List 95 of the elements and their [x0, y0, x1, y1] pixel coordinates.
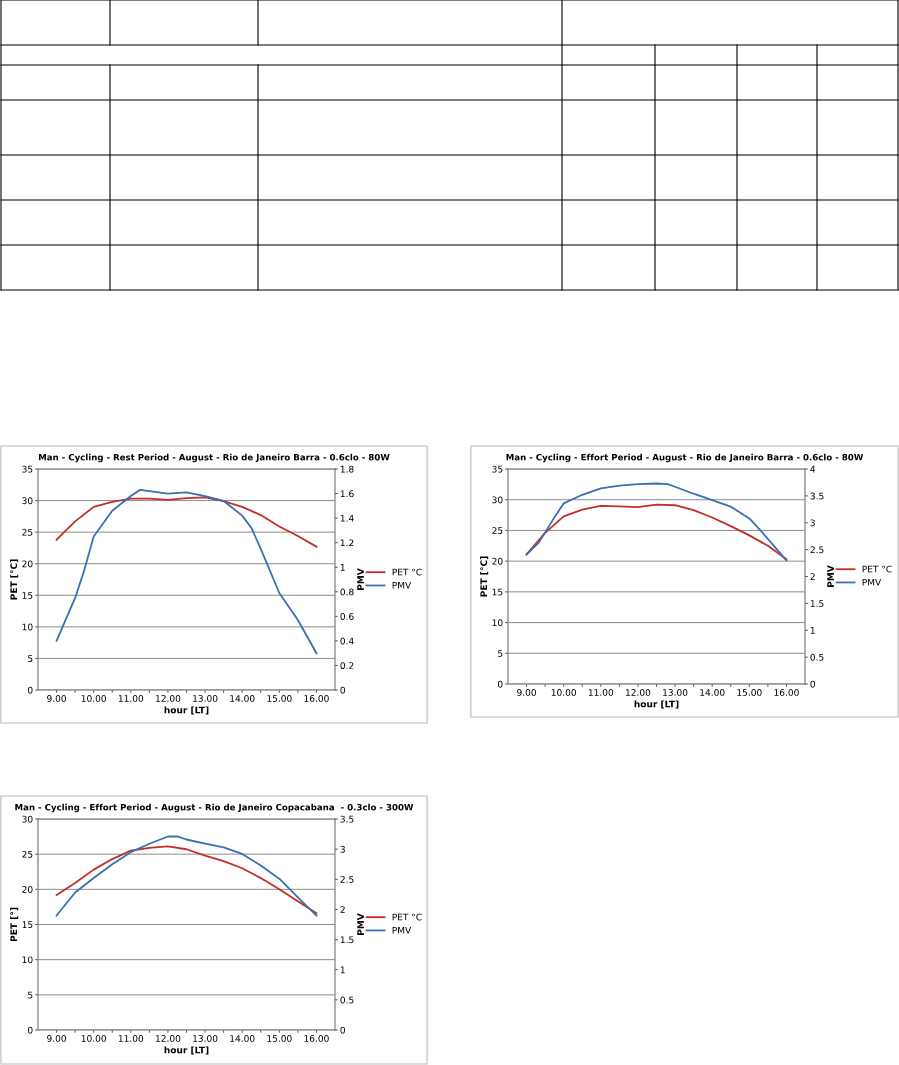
x-tick-label: 11.00 [588, 689, 614, 696]
y-tick-label: 30 [22, 497, 33, 505]
chart-title: Man - Cycling - Effort Period - August - Rio de Janeiro Copacabana - 0.3clo - 300W [15, 803, 414, 813]
y2-tick-label: 1.5 [340, 936, 354, 944]
y2-axis-title: PMV [357, 913, 364, 935]
x-tick-label: 14.00 [230, 695, 255, 702]
y2-tick-label: 1.5 [810, 600, 824, 607]
chart-title: Man - Cycling - Effort Period - August - Rio de Janeiro Barra - 0.6clo - 80W [506, 453, 864, 463]
y2-tick-label: 2 [810, 573, 815, 580]
y-tick-label: 0 [497, 680, 503, 688]
legend-label: PMV [392, 927, 412, 934]
y2-tick-label: 0.8 [340, 588, 354, 596]
y-tick-label: 0 [27, 1026, 33, 1034]
y-tick-label: 35 [492, 465, 503, 473]
y2-tick-label: 0.6 [340, 613, 354, 620]
x-tick-label: 10.00 [81, 1035, 107, 1042]
y-tick-label: 15 [492, 588, 503, 596]
y-tick-label: 15 [22, 592, 33, 599]
x-tick-label: 10.00 [551, 689, 577, 696]
chart-title: Man - Cycling - Rest Period - August - Rio de Janeiro Barra - 0.6clo - 80W [38, 453, 390, 463]
x-tick-label: 16.00 [774, 689, 799, 696]
x-tick-label: 14.00 [700, 689, 725, 696]
y-tick-label: 25 [22, 528, 33, 536]
y-tick-label: 5 [28, 655, 33, 662]
x-tick-label: 11.00 [118, 1035, 144, 1042]
y2-tick-label: 1 [340, 564, 345, 571]
y2-tick-label: 0.4 [340, 637, 354, 645]
y2-tick-label: 0.2 [340, 662, 354, 669]
x-tick-label: 13.00 [193, 1035, 218, 1042]
y2-tick-label: 1 [340, 966, 345, 974]
y2-tick-label: 3.5 [810, 492, 824, 500]
x-axis-title: hour [LT] [164, 1046, 209, 1055]
y2-tick-label: 3.5 [340, 815, 354, 823]
y2-tick-label: 0 [810, 680, 816, 688]
legend-label: PET °C [392, 913, 422, 921]
legend-label: PMV [862, 579, 882, 586]
y-tick-label: 0 [27, 686, 33, 694]
line-series [55, 488, 318, 655]
y-tick-label: 10 [22, 956, 33, 964]
y2-tick-label: 4 [810, 465, 816, 473]
y2-tick-label: 1 [810, 627, 815, 634]
line-series [55, 496, 318, 548]
y2-tick-label: 2.5 [810, 546, 824, 554]
y2-tick-label: 2.5 [340, 876, 354, 883]
y2-tick-label: 0.5 [340, 996, 354, 1004]
y-tick-label: 30 [492, 496, 503, 504]
y-tick-label: 5 [28, 991, 33, 999]
y-tick-label: 20 [22, 886, 33, 893]
y-tick-label: 20 [492, 557, 503, 565]
y2-tick-label: 0.5 [810, 653, 824, 661]
x-tick-label: 12.00 [156, 1035, 181, 1042]
y-tick-label: 20 [22, 560, 33, 568]
x-tick-label: 15.00 [737, 689, 762, 696]
y-axis-title: PET [°C] [10, 559, 19, 600]
y2-tick-label: 2 [340, 906, 345, 913]
y2-tick-label: 1.4 [340, 514, 354, 522]
y-tick-label: 35 [22, 465, 33, 473]
y2-tick-label: 1.8 [340, 465, 354, 473]
y2-tick-label: 1.6 [340, 490, 354, 498]
x-tick-label: 12.00 [626, 689, 651, 696]
x-tick-label: 10.00 [81, 695, 107, 702]
y-tick-label: 30 [22, 815, 33, 823]
y-tick-label: 25 [22, 850, 33, 858]
x-tick-label: 11.00 [118, 695, 144, 702]
y-axis-title: PET [°C] [480, 556, 489, 597]
y2-tick-label: 0 [340, 686, 346, 694]
y2-tick-label: 1.2 [340, 539, 354, 547]
x-tick-label: 15.00 [267, 1035, 292, 1042]
y2-tick-label: 3 [340, 845, 345, 853]
x-tick-label: 9.00 [47, 1035, 67, 1042]
y-tick-label: 15 [22, 921, 33, 929]
x-axis-title: hour [LT] [634, 700, 679, 709]
x-tick-label: 16.00 [304, 695, 329, 702]
x-tick-label: 9.00 [47, 695, 67, 702]
y-axis-title: PET [°] [10, 907, 19, 942]
y2-tick-label: 3 [810, 519, 815, 527]
y2-axis-title: PMV [827, 565, 834, 587]
legend-label: PET °C [862, 565, 892, 573]
y-tick-label: 10 [22, 623, 33, 631]
line-series [525, 482, 788, 562]
legend-label: PMV [392, 582, 412, 589]
y-tick-label: 10 [492, 619, 503, 627]
x-axis-title: hour [LT] [164, 706, 209, 715]
x-tick-label: 15.00 [267, 695, 292, 702]
y2-axis-title: PMV [357, 568, 364, 590]
x-tick-label: 13.00 [193, 695, 218, 702]
y-tick-label: 25 [492, 527, 503, 534]
x-tick-label: 13.00 [663, 689, 688, 696]
x-tick-label: 16.00 [304, 1035, 329, 1042]
y-tick-label: 5 [498, 650, 503, 657]
y2-tick-label: 0 [340, 1026, 346, 1034]
x-tick-label: 12.00 [156, 695, 181, 702]
legend-label: PET °C [392, 568, 422, 576]
x-tick-label: 9.00 [517, 689, 537, 696]
x-tick-label: 14.00 [230, 1035, 255, 1042]
